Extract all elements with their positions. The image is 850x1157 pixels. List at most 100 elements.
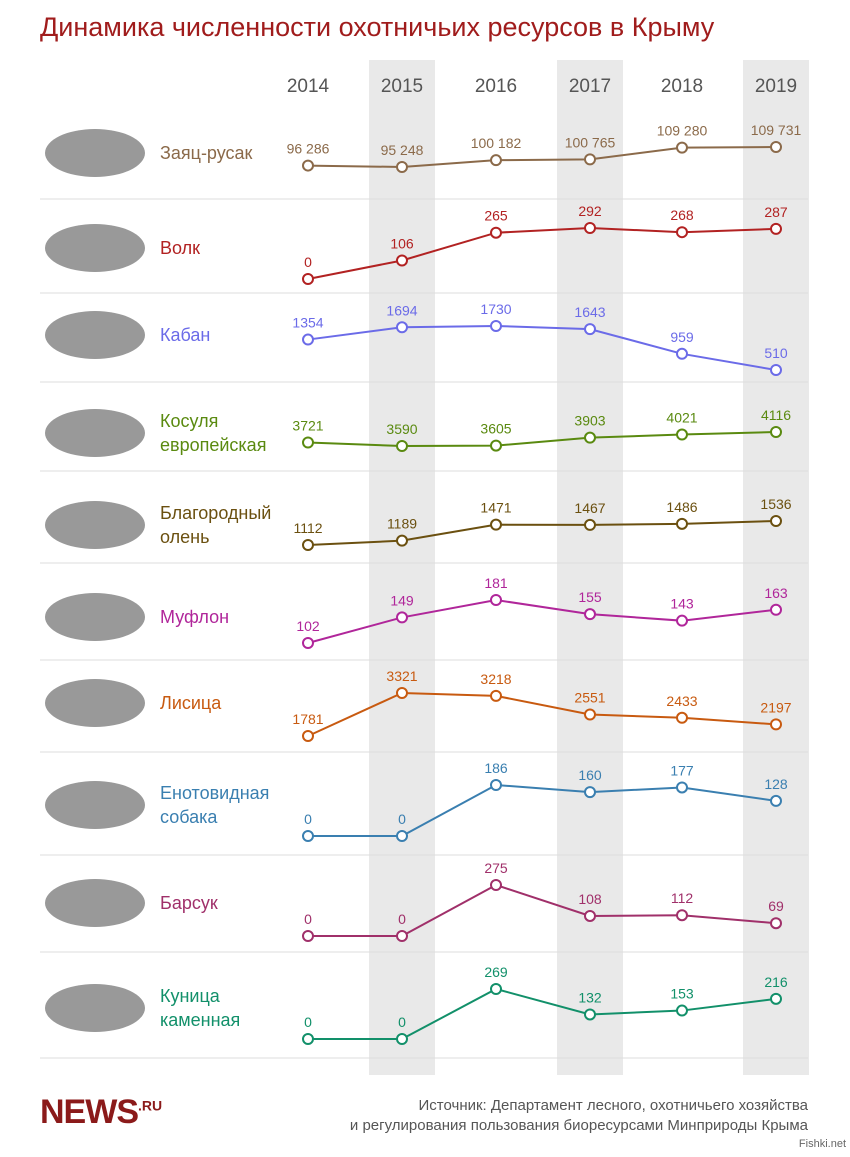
data-point <box>490 689 502 702</box>
data-point <box>676 1004 688 1017</box>
data-point <box>302 1033 314 1045</box>
data-point <box>396 830 408 842</box>
source: Источник: Департамент лесного, охотничье… <box>418 1097 808 1114</box>
data-label: 160 <box>578 767 602 783</box>
data-point <box>302 930 314 942</box>
data-label: 186 <box>484 760 508 776</box>
data-label: 268 <box>670 207 694 223</box>
data-label: 106 <box>390 235 414 251</box>
data-point <box>396 687 408 699</box>
data-label: 269 <box>484 964 508 980</box>
series-label: Заяц-русак <box>160 143 253 163</box>
series-label: Кабан <box>160 325 211 345</box>
data-label: 4116 <box>761 407 791 423</box>
data-label: 0 <box>398 811 406 827</box>
year-label: 2015 <box>381 76 423 97</box>
data-point <box>676 428 688 441</box>
data-point <box>396 611 408 624</box>
data-label: 69 <box>768 898 784 914</box>
data-point <box>770 794 782 807</box>
series-label: Волк <box>160 238 200 258</box>
data-point <box>302 273 314 285</box>
data-point <box>770 515 782 527</box>
data-label: 292 <box>578 203 602 219</box>
data-point <box>770 718 782 731</box>
series-label: Куница каменная <box>160 986 241 1030</box>
data-label: 132 <box>578 989 602 1005</box>
data-point <box>396 254 408 267</box>
data-label: 109 280 <box>657 123 708 139</box>
data-point <box>770 917 782 930</box>
data-label: 181 <box>484 575 508 591</box>
data-point <box>584 323 596 336</box>
animal-silhouette <box>45 781 145 829</box>
series-line <box>307 226 777 280</box>
data-label: 102 <box>296 618 320 634</box>
animal-silhouette <box>45 879 145 927</box>
logo-text: NEWS <box>40 1093 139 1131</box>
data-label: 2197 <box>760 699 791 715</box>
logo-suffix: .RU <box>138 1097 163 1114</box>
data-label: 1467 <box>574 500 605 516</box>
data-label: 1189 <box>387 516 417 532</box>
data-label: 0 <box>398 1014 406 1030</box>
series-line <box>307 324 777 371</box>
data-point <box>302 730 314 742</box>
data-label: 149 <box>390 592 414 608</box>
series-label: Благородный олень <box>160 503 272 547</box>
data-label: 3721 <box>292 418 323 434</box>
series-line <box>307 598 777 644</box>
data-point <box>676 909 688 922</box>
data-point <box>302 637 314 649</box>
data-label: 109 731 <box>751 122 802 138</box>
data-label: 0 <box>304 911 312 927</box>
data-point <box>584 153 596 166</box>
data-label: 1112 <box>293 520 322 536</box>
data-label: 3321 <box>386 668 417 684</box>
data-point <box>584 909 596 922</box>
data-label: 1536 <box>760 496 791 512</box>
data-label: 0 <box>398 911 406 927</box>
column-band <box>369 60 435 1075</box>
animal-silhouette <box>45 129 145 177</box>
series-line <box>307 520 777 546</box>
data-point <box>490 594 502 606</box>
data-label: 959 <box>670 329 694 345</box>
data-point <box>584 1008 596 1021</box>
data-label: 100 182 <box>471 135 522 151</box>
data-point <box>770 222 782 235</box>
year-label: 2014 <box>287 76 330 97</box>
data-point <box>770 141 782 153</box>
data-label: 287 <box>764 204 788 220</box>
data-point <box>770 992 782 1005</box>
series-label: Косуля европейская <box>160 411 267 455</box>
data-label: 3590 <box>386 421 417 437</box>
data-point <box>676 517 688 530</box>
series-line <box>308 883 777 937</box>
watermark: Fishki.net <box>798 1138 846 1150</box>
data-point <box>396 1033 408 1045</box>
series-line <box>308 987 777 1040</box>
data-point <box>302 333 314 346</box>
data-label: 153 <box>670 986 694 1002</box>
data-label: 96 286 <box>287 141 330 157</box>
data-point <box>396 321 408 334</box>
data-point <box>490 226 502 239</box>
data-label: 1354 <box>292 315 323 331</box>
data-point <box>396 161 408 173</box>
data-point <box>676 141 688 154</box>
data-point <box>584 431 596 444</box>
data-label: 128 <box>764 776 788 792</box>
series-line <box>307 691 777 737</box>
data-point <box>302 159 314 172</box>
data-label: 3605 <box>480 421 511 437</box>
data-label: 2433 <box>666 693 697 709</box>
series-label: Барсук <box>160 893 218 913</box>
data-label: 112 <box>671 890 694 906</box>
animal-silhouette <box>45 409 145 457</box>
series-line <box>307 146 777 169</box>
data-point <box>584 786 596 799</box>
data-label: 95 248 <box>381 142 424 158</box>
data-point <box>676 347 688 360</box>
series-line <box>308 783 777 837</box>
